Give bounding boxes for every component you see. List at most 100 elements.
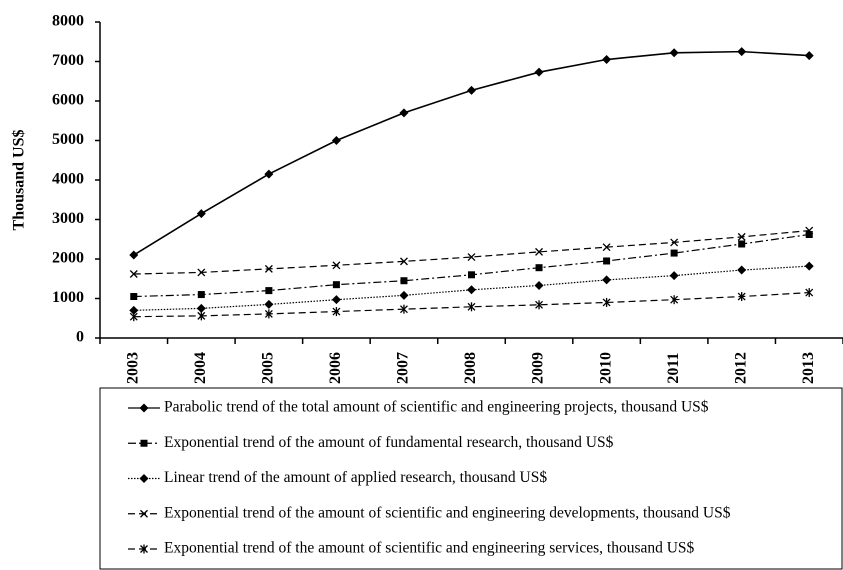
marker — [738, 240, 746, 248]
series-line — [133, 265, 810, 311]
y-tick-label: 6000 — [52, 92, 84, 109]
marker — [602, 243, 611, 252]
legend-label: Linear trend of the amount of applied re… — [164, 469, 547, 486]
marker — [197, 291, 205, 299]
marker-stroke — [399, 257, 408, 266]
marker — [331, 136, 341, 145]
marker-stroke — [805, 226, 814, 235]
marker — [737, 292, 746, 302]
y-tick-label: 1000 — [52, 289, 84, 306]
marker — [737, 47, 747, 57]
legend-label: Exponential trend of the amount of funda… — [164, 434, 614, 451]
marker — [264, 169, 274, 179]
marker — [535, 264, 543, 272]
marker — [603, 257, 611, 265]
marker — [805, 226, 814, 235]
marker-stroke — [264, 264, 273, 273]
marker — [196, 209, 206, 219]
marker — [264, 264, 273, 273]
marker — [197, 311, 206, 321]
y-tick-label: 8000 — [52, 13, 84, 30]
marker-stroke — [535, 247, 544, 256]
series-line — [133, 291, 810, 318]
marker — [140, 439, 148, 447]
marker-stroke — [467, 253, 476, 261]
y-tick-label: 3000 — [52, 210, 84, 227]
marker — [602, 297, 611, 307]
marker — [805, 231, 813, 239]
marker — [265, 287, 273, 295]
marker — [670, 295, 679, 305]
marker — [140, 509, 148, 518]
series-line — [133, 229, 810, 275]
x-tick-label: 2006 — [327, 352, 344, 384]
x-tick-label: 2011 — [665, 352, 682, 383]
marker — [129, 312, 138, 322]
marker-stroke — [737, 232, 746, 241]
marker — [399, 257, 408, 266]
marker — [196, 303, 206, 313]
legend-label: Parabolic trend of the total amount of s… — [164, 399, 709, 416]
marker — [332, 281, 340, 289]
legend-box — [99, 387, 843, 570]
marker — [467, 253, 476, 261]
marker-stroke — [129, 270, 138, 278]
x-tick-label: 2010 — [597, 352, 614, 384]
x-tick-label: 2004 — [192, 352, 209, 384]
marker — [670, 249, 678, 257]
x-tick-label: 2012 — [732, 352, 749, 384]
marker — [737, 232, 746, 241]
marker — [399, 304, 408, 314]
marker — [129, 270, 138, 278]
marker — [804, 261, 814, 271]
legend-label: Exponential trend of the amount of scien… — [164, 504, 731, 521]
y-axis-title: Thousand US$ — [11, 130, 28, 231]
marker — [400, 277, 408, 285]
marker — [602, 275, 612, 285]
marker — [139, 403, 149, 413]
marker-stroke — [670, 238, 679, 247]
marker — [534, 280, 544, 290]
marker — [467, 302, 476, 312]
y-tick-label: 2000 — [52, 250, 84, 267]
marker — [129, 250, 139, 260]
marker — [669, 271, 679, 281]
x-tick-label: 2013 — [800, 352, 817, 384]
x-tick-label: 2003 — [124, 352, 141, 384]
marker — [805, 288, 814, 298]
y-tick-label: 4000 — [52, 171, 84, 188]
marker — [332, 261, 341, 270]
marker — [669, 48, 679, 58]
marker — [399, 290, 409, 300]
marker — [139, 474, 149, 483]
marker — [467, 85, 476, 95]
y-tick-label: 7000 — [52, 52, 84, 69]
marker — [602, 55, 612, 65]
marker-stroke — [332, 261, 341, 270]
x-tick-label: 2008 — [462, 352, 479, 384]
marker — [535, 247, 544, 256]
marker — [670, 238, 679, 247]
marker-stroke — [602, 243, 611, 252]
y-tick-label: 0 — [76, 329, 84, 346]
marker — [804, 51, 814, 61]
marker — [331, 295, 341, 305]
x-tick-label: 2005 — [260, 352, 277, 384]
marker — [332, 307, 341, 317]
marker — [197, 268, 206, 277]
marker — [468, 271, 475, 279]
marker-stroke — [197, 268, 206, 277]
y-tick-label: 5000 — [52, 131, 84, 148]
marker — [737, 265, 747, 275]
marker — [535, 300, 544, 310]
marker — [467, 285, 476, 295]
marker — [130, 293, 138, 301]
marker-stroke — [140, 509, 148, 518]
marker — [534, 67, 544, 77]
x-tick-label: 2007 — [395, 352, 412, 384]
marker — [399, 108, 409, 118]
marker — [129, 305, 139, 315]
marker — [264, 299, 274, 309]
